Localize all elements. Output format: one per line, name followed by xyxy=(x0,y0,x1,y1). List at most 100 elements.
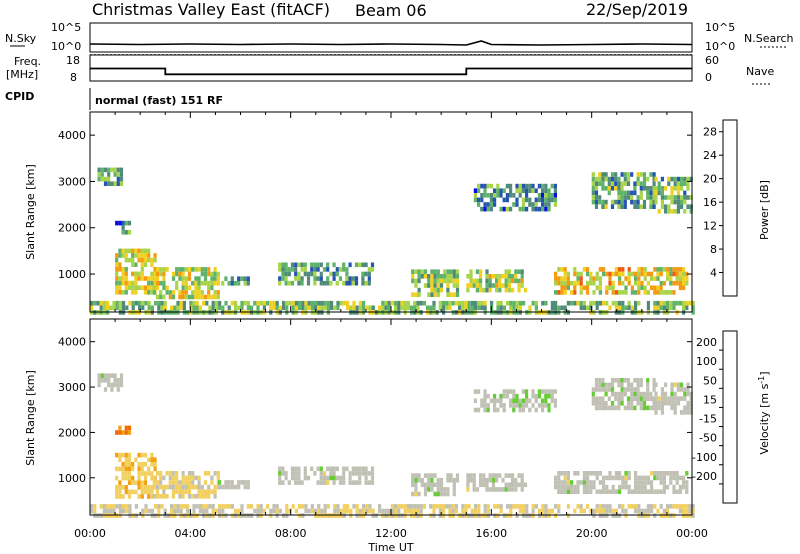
echo-cell xyxy=(678,300,682,306)
echo-cell xyxy=(672,280,676,286)
echo-cell xyxy=(614,300,618,306)
echo-cell xyxy=(121,475,125,481)
echo-cell xyxy=(501,283,505,288)
echo-cell xyxy=(653,305,657,311)
echo-cell xyxy=(525,197,529,203)
echo-cell xyxy=(297,262,301,268)
echo-cell xyxy=(589,489,593,494)
echo-cell xyxy=(676,387,680,392)
echo-cell xyxy=(479,269,483,274)
echo-cell xyxy=(595,489,599,494)
echo-cell xyxy=(676,382,680,388)
echo-cell xyxy=(652,186,656,191)
echo-cell xyxy=(520,269,524,274)
echo-cell xyxy=(115,452,119,458)
echo-cell xyxy=(544,206,548,212)
echo-cell xyxy=(213,294,217,300)
echo-cell xyxy=(621,267,625,272)
y-tick-label: 2000 xyxy=(58,426,86,439)
y-tick-label: 3000 xyxy=(58,175,86,188)
echo-cell xyxy=(446,274,450,279)
echo-cell xyxy=(266,504,270,509)
echo-cell xyxy=(594,195,599,200)
echo-cell xyxy=(323,504,327,509)
echo-cell xyxy=(525,508,529,514)
echo-cell xyxy=(150,452,154,458)
echo-cell xyxy=(618,267,622,272)
echo-cell xyxy=(110,387,114,392)
echo-cell xyxy=(673,186,677,191)
echo-cell xyxy=(411,477,415,483)
echo-cell xyxy=(669,480,673,485)
echo-cell xyxy=(155,480,160,485)
echo-cell xyxy=(335,475,339,481)
echo-cell xyxy=(110,382,114,388)
echo-cell xyxy=(140,471,144,476)
echo-cell xyxy=(509,206,513,212)
echo-cell xyxy=(560,484,564,490)
echo-cell xyxy=(127,494,132,499)
station-title: Christmas Valley East (fitACF) xyxy=(92,0,330,19)
echo-cell xyxy=(544,197,548,203)
echo-cell xyxy=(439,487,444,492)
echo-cell xyxy=(175,280,179,286)
echo-cell xyxy=(205,508,209,514)
echo-cell xyxy=(121,290,125,295)
echo-cell xyxy=(554,484,558,490)
echo-cell xyxy=(675,504,679,509)
echo-cell xyxy=(682,276,686,281)
echo-cell xyxy=(455,292,460,297)
echo-cell xyxy=(589,300,593,306)
echo-cell xyxy=(100,176,104,182)
echo-cell xyxy=(171,475,176,481)
echo-cell xyxy=(591,190,595,196)
echo-cell xyxy=(591,172,595,177)
echo-cell xyxy=(154,300,158,306)
echo-cell xyxy=(442,305,446,311)
echo-cell xyxy=(430,477,434,483)
echo-cell xyxy=(646,382,650,388)
echo-cell xyxy=(162,484,166,490)
echo-cell xyxy=(618,290,622,295)
echo-cell xyxy=(115,513,119,518)
echo-cell xyxy=(313,280,317,286)
nsearch-tick-bottom: 10^0 xyxy=(705,40,735,53)
echo-cell xyxy=(474,300,478,306)
echo-cell xyxy=(281,466,285,472)
echo-cell xyxy=(605,513,609,518)
echo-cell xyxy=(124,285,128,290)
echo-cell xyxy=(608,489,612,494)
echo-cell xyxy=(472,283,476,288)
echo-cell xyxy=(121,452,125,458)
echo-cell xyxy=(642,172,647,177)
echo-cell xyxy=(317,300,321,306)
echo-cell xyxy=(507,487,511,492)
echo-cell xyxy=(477,305,481,311)
echo-cell xyxy=(332,276,336,281)
echo-cell xyxy=(90,504,94,509)
echo-cell xyxy=(298,300,302,306)
echo-cell xyxy=(159,480,163,485)
nsearch-label: N.Search xyxy=(744,32,794,45)
echo-cell xyxy=(620,181,624,186)
echo-cell xyxy=(397,305,401,311)
echo-cell xyxy=(414,278,418,284)
echo-cell xyxy=(617,396,621,401)
echo-cell xyxy=(155,280,160,286)
echo-cell xyxy=(184,280,188,286)
echo-cell xyxy=(358,480,362,485)
echo-cell xyxy=(560,276,564,281)
echo-cell xyxy=(541,183,545,189)
echo-cell xyxy=(525,398,529,404)
echo-cell xyxy=(303,267,307,272)
echo-cell xyxy=(323,508,327,514)
echo-cell xyxy=(512,407,516,413)
echo-cell xyxy=(298,504,302,509)
echo-cell xyxy=(314,508,318,514)
echo-cell xyxy=(115,285,119,290)
echo-cell xyxy=(636,382,640,388)
echo-cell xyxy=(427,477,431,483)
echo-cell xyxy=(594,190,599,196)
echo-cell xyxy=(171,290,176,295)
